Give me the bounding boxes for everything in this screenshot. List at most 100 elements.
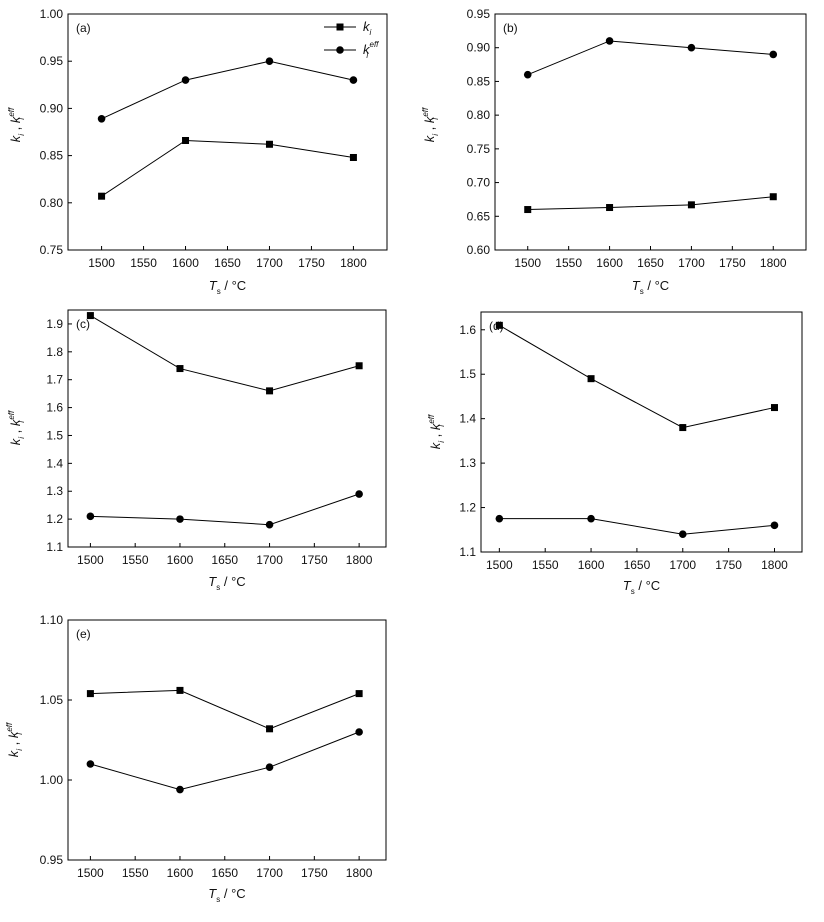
series-line-1: [90, 315, 360, 392]
y-tick-label: 0.95: [40, 54, 64, 68]
y-tick-label: 1.7: [46, 373, 63, 387]
y-tick-label: 0.85: [40, 149, 64, 163]
data-point-square: [349, 153, 357, 161]
legend: ki keff i: [324, 19, 379, 60]
legend-label: keff i: [363, 40, 379, 60]
x-tick-label: 1550: [130, 256, 157, 270]
x-tick-label: 1750: [719, 256, 746, 270]
series-line-1: [101, 139, 354, 197]
x-tick-label: 1650: [214, 256, 241, 270]
x-tick-label: 1600: [172, 256, 199, 270]
data-point-square: [86, 312, 94, 320]
x-axis-label: Ts / °C: [208, 574, 245, 592]
x-tick-label: 1500: [486, 558, 513, 572]
data-point-circle: [97, 114, 106, 123]
data-point-circle: [349, 76, 358, 84]
y-tick-label: 1.6: [459, 323, 476, 337]
panel-label: (e): [76, 627, 91, 641]
series-line-1: [499, 324, 775, 429]
series-line-2: [101, 60, 354, 120]
x-tick-label: 1800: [760, 256, 787, 270]
data-point-circle: [265, 520, 274, 529]
y-tick-label: 0.90: [467, 41, 491, 55]
panel-c: (c) 1500 1550 1600 1650 1700 1750 1800 1.1 1.2 1.3…: [7, 309, 387, 592]
data-point-square: [355, 690, 363, 698]
panel-b: (b) 1500 1550 1600 1650 1700 1750 1800 0.60 0.65 0…: [421, 7, 807, 296]
x-tick-label: 1600: [578, 558, 605, 572]
x-axis-label: Ts / °C: [632, 278, 669, 296]
x-tick-label: 1750: [301, 866, 328, 880]
y-tick-label: 1.05: [40, 693, 64, 707]
y-tick-label: 0.70: [467, 176, 491, 190]
data-point-square: [266, 725, 274, 733]
data-point-circle: [86, 760, 95, 768]
legend-marker-square: [336, 23, 344, 31]
data-point-square: [587, 375, 595, 383]
y-tick-label: 1.3: [459, 456, 476, 470]
y-tick-label: 1.5: [459, 367, 476, 381]
x-tick-label: 1700: [678, 256, 705, 270]
y-tick-label: 0.65: [467, 209, 491, 223]
x-tick-label: 1800: [340, 256, 367, 270]
y-tick-label: 0.80: [40, 196, 64, 210]
data-point-square: [495, 321, 503, 329]
data-point-square: [606, 204, 614, 212]
data-point-circle: [605, 37, 614, 45]
panel-label: (a): [76, 21, 91, 35]
x-tick-label: 1550: [122, 553, 149, 567]
data-point-square: [265, 140, 273, 148]
panel-d: (d)15001550160016501700175018001.11.21.3…: [427, 311, 803, 596]
data-point-circle: [687, 43, 696, 52]
series-line-1: [90, 689, 360, 730]
y-axis-label: ki , keffi: [7, 410, 26, 445]
data-point-circle: [355, 728, 363, 736]
y-tick-label: 1.2: [46, 512, 63, 526]
data-point-square: [182, 136, 190, 144]
series-line-2: [499, 518, 775, 535]
series-line-2: [90, 493, 360, 526]
x-tick-label: 1750: [715, 558, 742, 572]
x-tick-label: 1650: [211, 553, 238, 567]
data-point-square: [176, 365, 184, 373]
data-point-square: [770, 404, 778, 412]
y-tick-label: 1.4: [46, 456, 63, 470]
y-tick-label: 1.1: [46, 540, 63, 554]
panel-a: (a) 1500 1550 1600 1650 1700 1750 1800 0.75 0.80 0…: [7, 7, 388, 296]
series-line-1: [527, 196, 774, 211]
x-tick-label: 1500: [77, 553, 104, 567]
data-point-square: [98, 192, 106, 200]
y-axis-label: ki , keffi: [427, 414, 446, 449]
x-tick-label: 1650: [211, 866, 238, 880]
data-point-circle: [265, 763, 274, 771]
x-tick-label: 1700: [256, 866, 283, 880]
data-point-square: [176, 686, 184, 694]
x-tick-label: 1500: [514, 256, 541, 270]
y-tick-label: 1.4: [459, 412, 476, 426]
y-tick-label: 0.75: [40, 243, 64, 257]
x-tick-label: 1650: [637, 256, 664, 270]
y-tick-label: 0.75: [467, 142, 491, 156]
x-tick-label: 1800: [346, 866, 373, 880]
y-tick-label: 0.80: [467, 108, 491, 122]
x-axis-label: Ts / °C: [208, 886, 245, 904]
series-line-2: [90, 731, 360, 791]
x-axis-label: Ts / °C: [209, 278, 246, 296]
y-axis-label: ki , keffi: [5, 722, 24, 757]
y-axis-label: ki , keffi: [7, 107, 26, 142]
y-tick-label: 1.9: [46, 317, 63, 331]
data-point-circle: [770, 521, 779, 530]
data-point-square: [687, 201, 695, 209]
y-tick-label: 1.6: [46, 401, 63, 415]
y-tick-label: 0.95: [40, 853, 64, 867]
y-tick-label: 1.00: [40, 7, 64, 21]
x-tick-label: 1800: [346, 553, 373, 567]
legend-marker-circle: [336, 46, 344, 54]
panel-label: (b): [503, 21, 518, 35]
data-point-circle: [176, 515, 184, 523]
data-point-circle: [265, 57, 274, 65]
data-point-circle: [495, 514, 504, 523]
x-tick-label: 1500: [88, 256, 115, 270]
y-tick-label: 0.85: [467, 74, 491, 88]
